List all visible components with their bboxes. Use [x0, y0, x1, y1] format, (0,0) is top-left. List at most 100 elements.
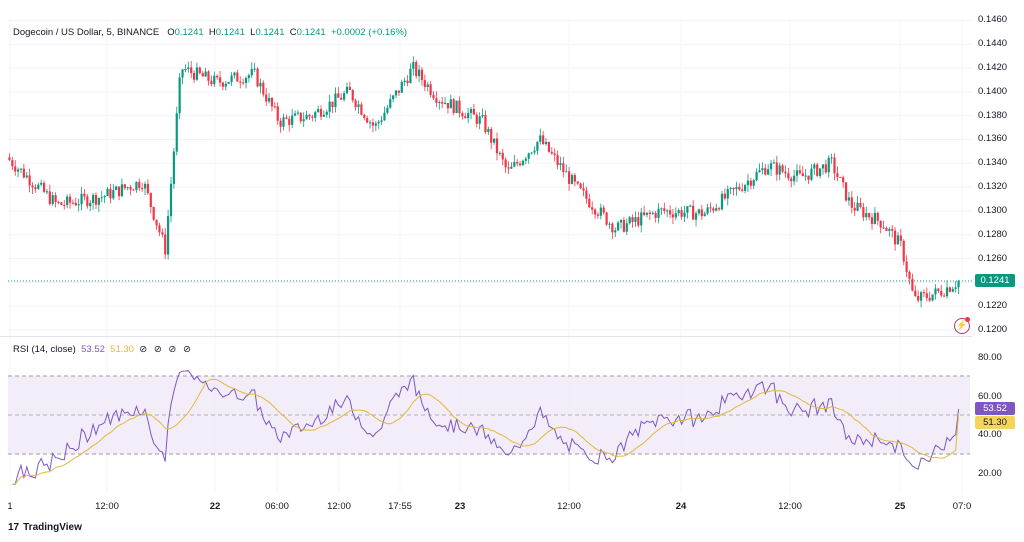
candle-body [671, 214, 675, 218]
candle-body [187, 67, 190, 70]
price-tick-label: 0.1420 [978, 62, 1008, 74]
candle-body [397, 90, 400, 93]
candle-body [772, 162, 776, 164]
candle-body [164, 234, 167, 255]
open-label: O [167, 27, 175, 38]
candle-body [562, 163, 565, 173]
candle-body [645, 212, 649, 215]
candle-body [192, 72, 196, 80]
candle-body [790, 178, 793, 182]
candle-body [94, 194, 98, 205]
candle-body [565, 171, 568, 173]
high-value: 0.1241 [215, 27, 245, 38]
candle-body [357, 104, 360, 108]
candle-body [937, 288, 940, 292]
candle-body [544, 141, 548, 145]
candle-body [862, 207, 865, 218]
candle-body [325, 111, 328, 115]
candle-body [478, 116, 481, 124]
candle-body [778, 165, 781, 175]
candle-body [795, 170, 799, 176]
candle-body [340, 97, 343, 100]
candle-body [570, 175, 574, 184]
low-value: 0.1241 [255, 27, 285, 38]
candle-body [579, 183, 582, 189]
rsi-line [12, 370, 960, 485]
symbol-title[interactable]: Dogecoin / US Dollar, 5, BINANCE [13, 27, 160, 38]
candle-body [25, 175, 28, 178]
candle-body [599, 207, 602, 216]
candle-body [394, 90, 398, 96]
candle-body [585, 190, 588, 199]
candle-body [195, 67, 199, 80]
candle-body [452, 99, 455, 114]
candle-body [752, 180, 755, 186]
candle-body [513, 162, 516, 167]
candle-body [368, 122, 372, 124]
candle-body [718, 208, 721, 210]
candle-body [109, 188, 112, 199]
candle-body [291, 115, 294, 125]
candle-body [801, 173, 804, 177]
open-value: 0.1241 [174, 27, 204, 38]
candle-body [455, 100, 458, 114]
candle-body [715, 208, 718, 211]
candle-body [308, 114, 311, 117]
candle-body [461, 113, 464, 117]
candle-body [213, 75, 216, 85]
candle-body [201, 73, 204, 77]
candle-body [893, 230, 897, 245]
candle-body [553, 153, 556, 156]
candle-body [60, 202, 63, 205]
candle-body [42, 182, 46, 192]
candle-body [524, 158, 527, 161]
candle-body [224, 83, 227, 87]
candle-body [230, 75, 233, 82]
time-tick-label: 22 [209, 501, 221, 512]
candle-body [868, 213, 871, 218]
candle-body [870, 217, 874, 224]
change-value: +0.0002 (+0.16%) [331, 27, 408, 38]
candle-body [602, 207, 605, 213]
candle-body [925, 293, 928, 299]
candle-body [767, 169, 770, 175]
candle-body [28, 175, 31, 186]
time-tick-label: 23 [454, 501, 466, 512]
candle-body [720, 193, 724, 210]
rsi-ma-value-tag: 51.30 [975, 416, 1015, 429]
candle-body [735, 186, 738, 190]
snapshot-icon[interactable]: ⚡ [954, 318, 970, 334]
candle-body [420, 69, 424, 81]
candle-body [328, 101, 331, 112]
indicator-controls[interactable]: ⊘ ⊘ ⊘ ⊘ [139, 344, 193, 355]
candle-body [769, 163, 773, 170]
candle-body [68, 196, 72, 203]
candle-body [469, 109, 473, 113]
candle-body [432, 94, 435, 99]
candle-body [703, 213, 706, 217]
candle-body [504, 159, 507, 168]
candle-body [591, 207, 594, 210]
candle-body [917, 295, 920, 301]
price-legend: Dogecoin / US Dollar, 5, BINANCE O0.1241… [13, 27, 407, 38]
candle-body [11, 160, 14, 167]
tradingview-brand[interactable]: 17 TradingView [8, 522, 82, 533]
candle-body [810, 168, 813, 180]
candle-body [954, 287, 957, 289]
candle-body [807, 175, 810, 180]
candle-body [435, 98, 438, 103]
candle-body [296, 112, 300, 114]
candle-body [172, 151, 175, 184]
candle-body [527, 153, 530, 159]
candle-body [484, 114, 487, 133]
candle-body [510, 166, 513, 169]
candle-body [943, 295, 946, 297]
rsi-title[interactable]: RSI (14, close) [13, 344, 76, 355]
price-tick-label: 0.1300 [978, 204, 1008, 216]
candle-body [389, 99, 392, 108]
candle-body [536, 141, 539, 151]
candle-body [839, 176, 842, 178]
candle-body [743, 185, 747, 191]
candle-body [146, 183, 150, 194]
